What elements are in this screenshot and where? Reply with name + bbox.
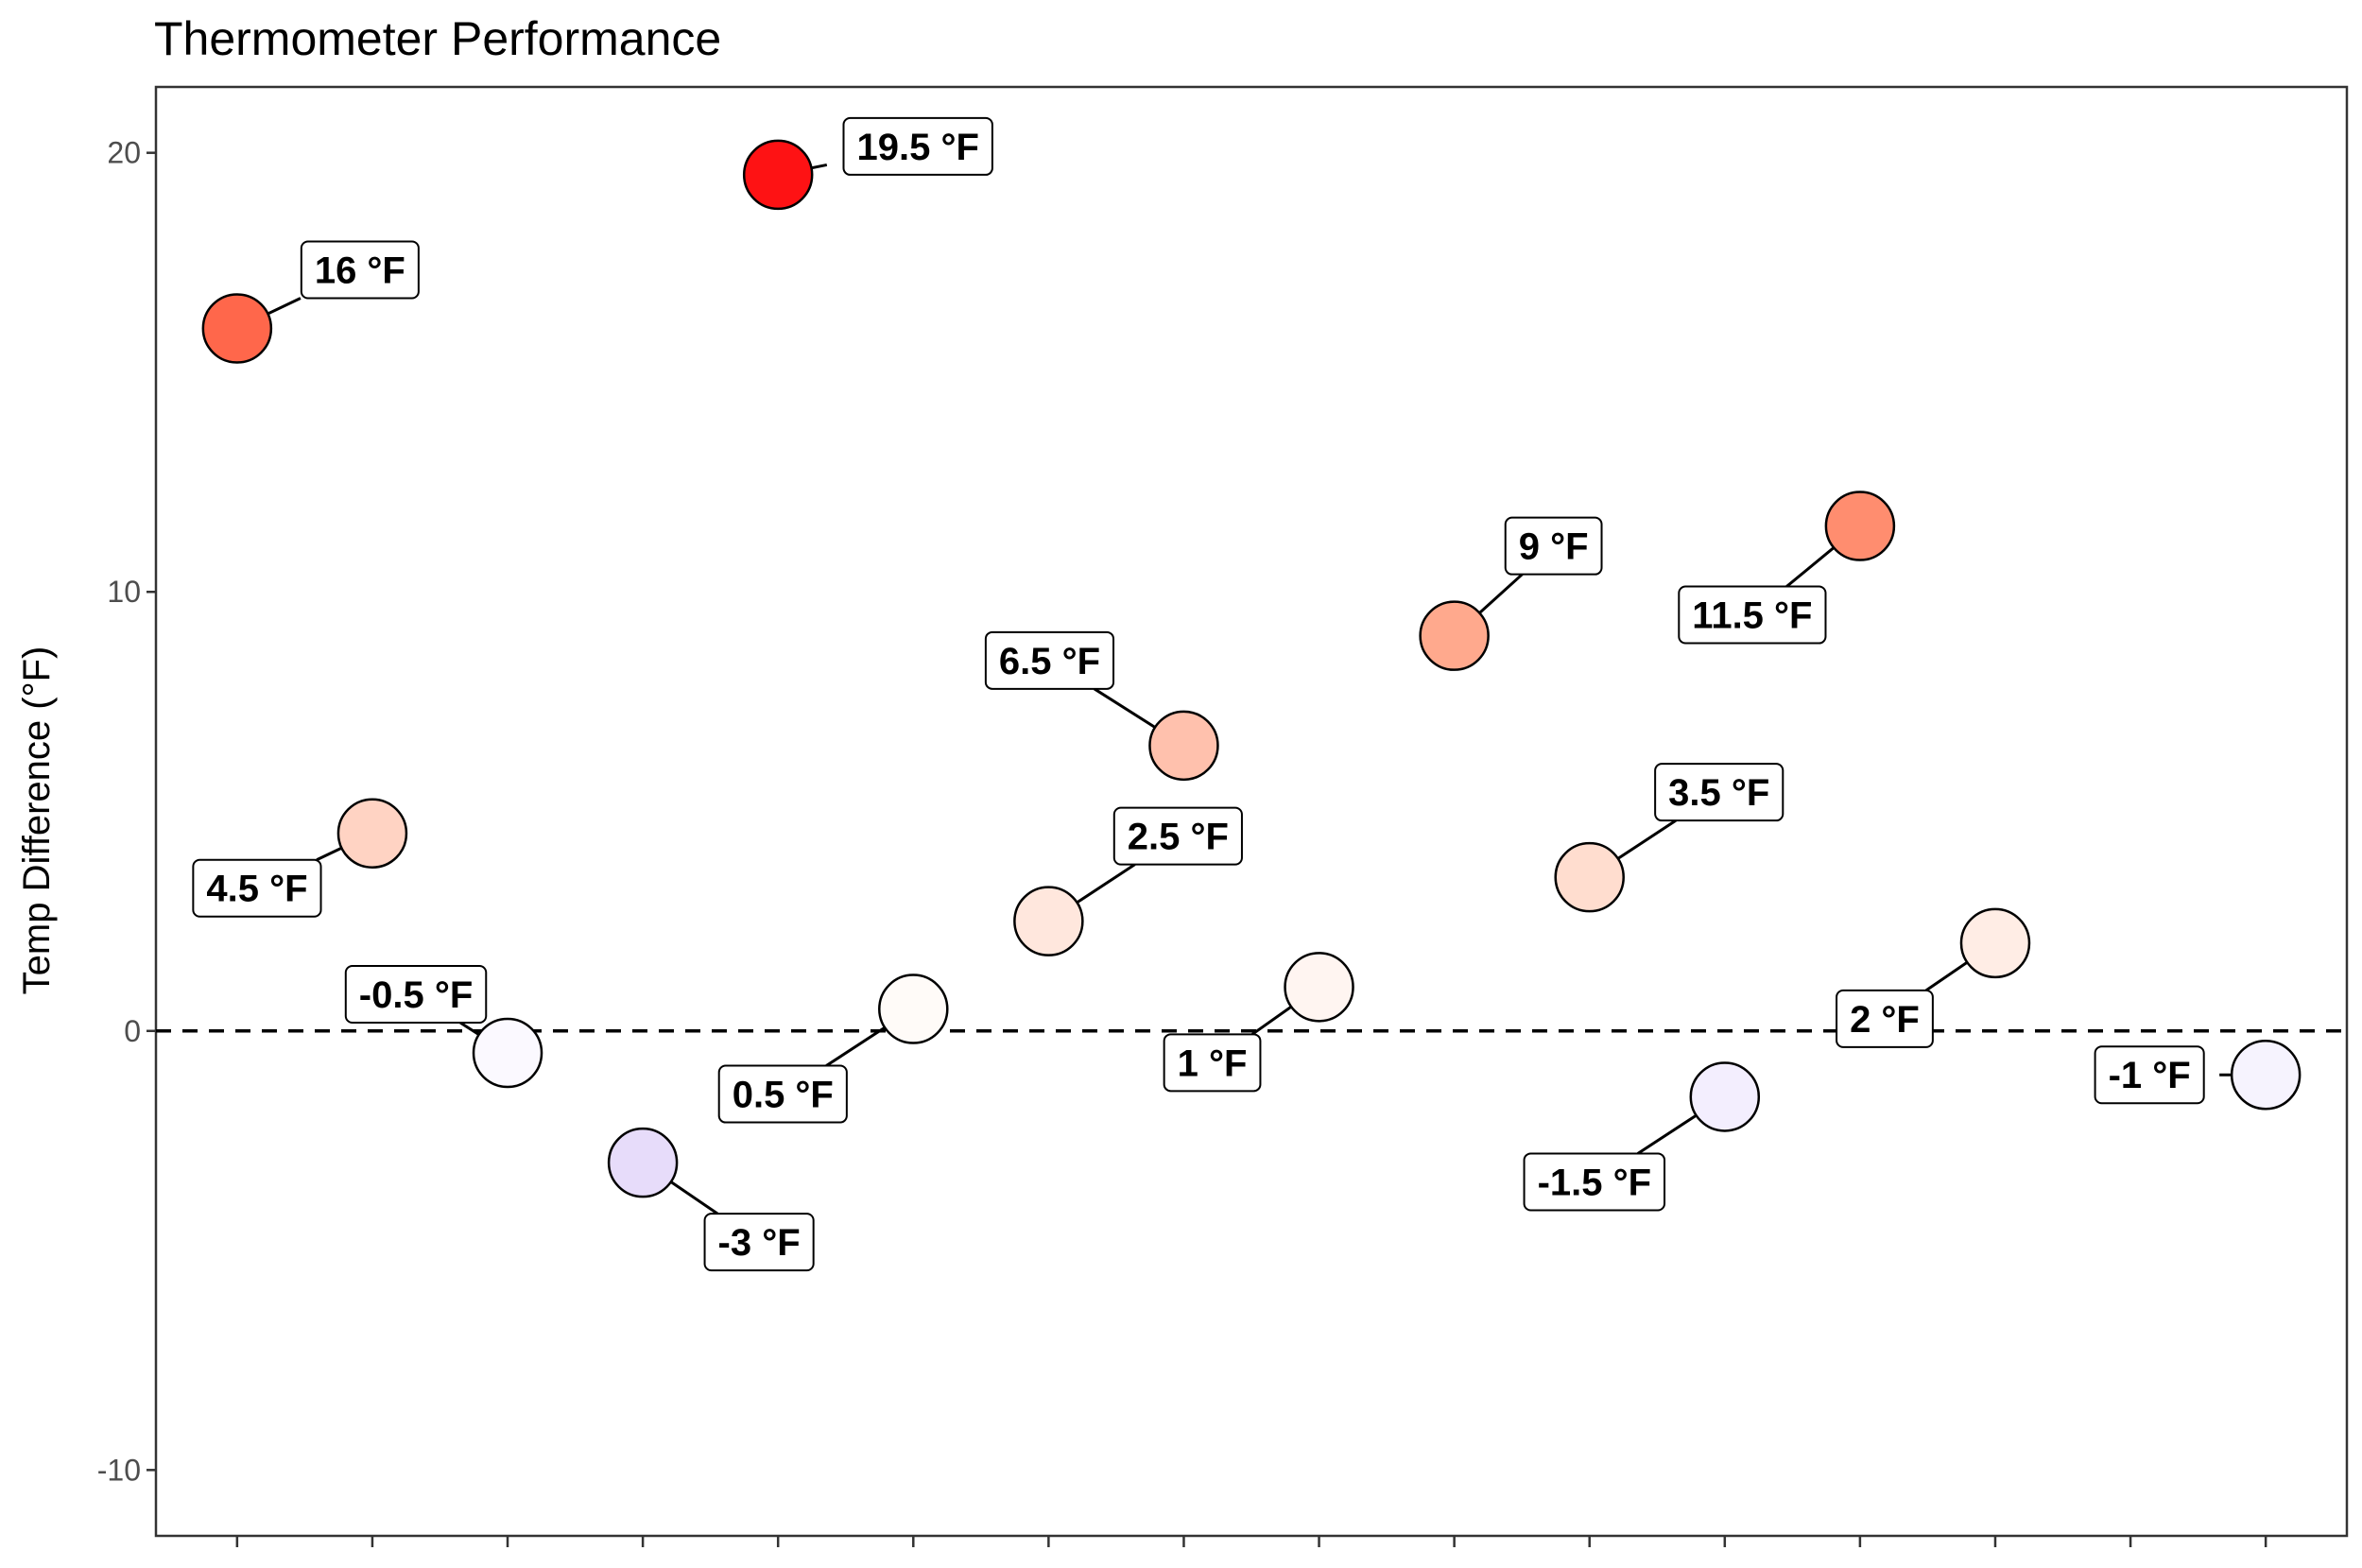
- data-label: 6.5 °F: [984, 630, 1115, 690]
- data-label: 4.5 °F: [192, 858, 322, 918]
- data-label: 16 °F: [300, 240, 420, 300]
- data-label-box: [1523, 1152, 1666, 1212]
- data-point: [472, 1017, 543, 1089]
- data-label: -0.5 °F: [344, 965, 488, 1024]
- data-label-text: 0.5 °F: [733, 1075, 834, 1116]
- data-label-text: 6.5 °F: [999, 641, 1100, 682]
- data-label-text: 3.5 °F: [1668, 772, 1769, 814]
- y-tick-label: 20: [107, 136, 141, 170]
- data-point: [1013, 886, 1084, 956]
- data-label-box: [344, 965, 488, 1024]
- data-label-box: [717, 1064, 848, 1124]
- data-point: [742, 139, 814, 211]
- data-label: -1 °F: [2094, 1045, 2205, 1105]
- data-label-box: [1678, 585, 1827, 645]
- data-label-text: -1 °F: [2109, 1055, 2191, 1096]
- plot-panel: [154, 85, 2349, 1538]
- data-point: [1148, 710, 1219, 782]
- data-label-text: 4.5 °F: [206, 869, 307, 910]
- y-axis-ticks: -10 0 10 20: [97, 136, 156, 1487]
- data-label-box: [1504, 516, 1603, 576]
- data-label-text: 1 °F: [1178, 1042, 1248, 1084]
- data-label-text: -0.5 °F: [359, 974, 473, 1016]
- data-label-box: [703, 1213, 815, 1272]
- data-label-box: [1836, 989, 1934, 1048]
- x-axis-ticks: [235, 1536, 2267, 1547]
- data-label: 9 °F: [1504, 516, 1603, 576]
- data-point: [607, 1127, 679, 1198]
- y-tick-label: -10: [97, 1453, 141, 1487]
- data-label-text: 2.5 °F: [1128, 817, 1229, 858]
- data-point: [1284, 952, 1354, 1023]
- data-label-text: 2 °F: [1850, 999, 1920, 1041]
- data-label: -1.5 °F: [1523, 1152, 1666, 1212]
- chart-title: Thermometer Performance: [154, 12, 721, 65]
- data-label-text: -3 °F: [718, 1222, 801, 1264]
- data-label: 11.5 °F: [1678, 585, 1827, 645]
- data-point: [201, 293, 273, 364]
- data-label-box: [2094, 1045, 2205, 1105]
- data-label-box: [300, 240, 420, 300]
- data-marks: 16 °F 4.5 °F -0.5 °F -3 °F 19.5 °F 0.5 °F 2.5 …: [192, 116, 2302, 1272]
- data-point: [1824, 491, 1896, 561]
- data-label-box: [1654, 763, 1784, 822]
- data-label-box: [192, 858, 322, 918]
- data-label-text: 19.5 °F: [856, 127, 978, 168]
- data-point: [1419, 600, 1490, 671]
- y-tick-label: 10: [107, 575, 141, 609]
- y-tick-label: 0: [124, 1014, 141, 1048]
- data-label: 3.5 °F: [1654, 763, 1784, 822]
- data-label-text: 11.5 °F: [1692, 595, 1812, 637]
- data-label-box: [1163, 1033, 1262, 1093]
- data-label: 0.5 °F: [717, 1064, 848, 1124]
- data-point: [1554, 841, 1625, 913]
- data-point: [2230, 1039, 2302, 1111]
- data-label: -3 °F: [703, 1213, 815, 1272]
- y-axis-label: Temp Difference (°F): [16, 646, 58, 995]
- data-label-box: [842, 116, 993, 176]
- data-label-text: -1.5 °F: [1538, 1162, 1651, 1203]
- data-label-text: 9 °F: [1519, 526, 1589, 568]
- data-label-box: [1112, 806, 1243, 866]
- data-point: [1959, 907, 2031, 979]
- data-point: [1689, 1061, 1761, 1132]
- data-label: 2 °F: [1836, 989, 1934, 1048]
- data-label: 2.5 °F: [1112, 806, 1243, 866]
- data-point: [336, 798, 408, 869]
- data-label-text: 16 °F: [315, 250, 405, 292]
- data-point: [878, 974, 949, 1044]
- data-label: 19.5 °F: [842, 116, 993, 176]
- data-label-box: [984, 630, 1115, 690]
- data-label: 1 °F: [1163, 1033, 1262, 1093]
